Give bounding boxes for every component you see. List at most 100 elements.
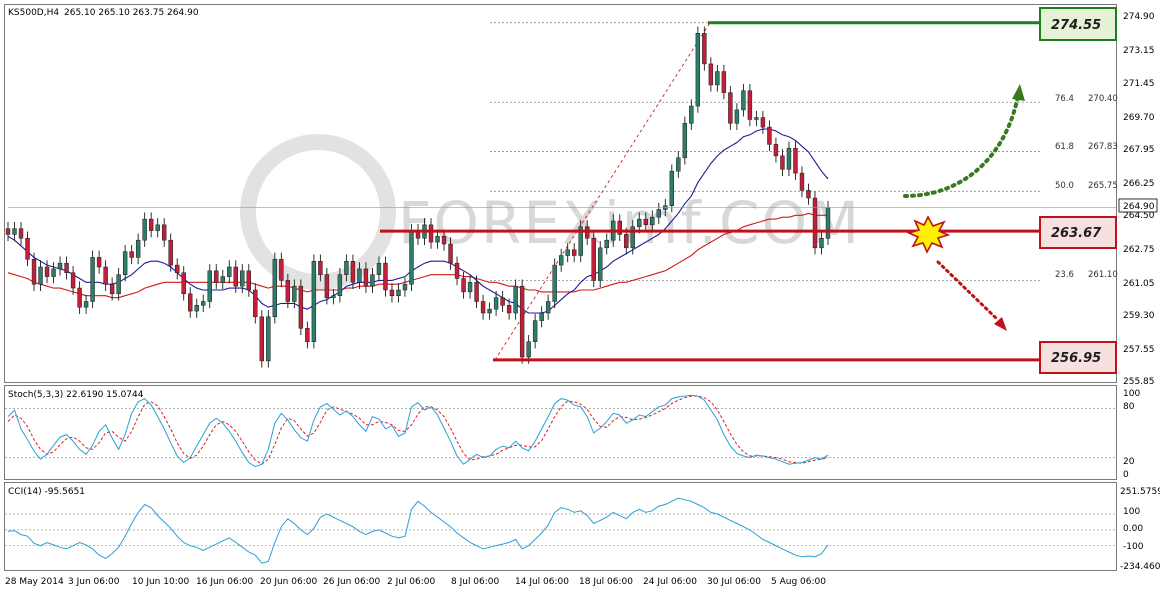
candle-body bbox=[214, 270, 219, 283]
stoch-axis: 100 80 20 0 bbox=[1123, 389, 1140, 480]
candle-body bbox=[370, 274, 375, 287]
candle-body bbox=[233, 266, 238, 287]
down-arrow-path bbox=[936, 260, 1000, 322]
time-tick: 30 Jul 06:00 bbox=[707, 577, 761, 587]
support-box bbox=[1039, 341, 1117, 374]
candle-body bbox=[532, 320, 538, 342]
time-tick: 3 Jun 06:00 bbox=[68, 577, 120, 587]
candle-body bbox=[500, 297, 505, 306]
ohlc-label: 265.10 265.10 263.75 264.90 bbox=[64, 8, 199, 18]
candle-body bbox=[135, 239, 141, 258]
candle-body bbox=[155, 224, 160, 231]
candle-body bbox=[246, 270, 251, 291]
candle-body bbox=[656, 209, 661, 218]
candle-body bbox=[220, 276, 225, 283]
candle-body bbox=[70, 272, 76, 289]
candle-body bbox=[383, 262, 388, 291]
candle-body bbox=[747, 90, 753, 120]
candle-body bbox=[819, 238, 824, 249]
candle-body bbox=[526, 341, 531, 358]
candle-body bbox=[578, 226, 583, 256]
candle-body bbox=[754, 117, 759, 120]
explosion-icon bbox=[906, 215, 951, 254]
main-panel-frame bbox=[4, 4, 1117, 383]
fib-ratio: 76.4 bbox=[1055, 94, 1074, 104]
candle-body bbox=[682, 123, 688, 159]
candle-body bbox=[637, 218, 642, 228]
candle-body bbox=[350, 260, 356, 283]
fib-labels: 76.4 270.40 61.8 267.83 50.0 265.75 23.6… bbox=[1055, 94, 1118, 280]
time-tick: 20 Jun 06:00 bbox=[260, 577, 317, 587]
support-label: 256.95 bbox=[1051, 351, 1101, 366]
fib-price: 261.10 bbox=[1088, 270, 1118, 280]
time-tick: 2 Jul 06:00 bbox=[387, 577, 436, 587]
price-tick: 264.50 bbox=[1123, 211, 1155, 221]
down-arrow-head bbox=[994, 317, 1007, 331]
candle-body bbox=[474, 282, 479, 302]
time-tick: 5 Aug 06:00 bbox=[771, 577, 826, 587]
candle-body bbox=[266, 316, 271, 362]
candle-body bbox=[519, 285, 525, 358]
pivot-level-box: 263.67 bbox=[1039, 216, 1117, 249]
price-tick: 271.45 bbox=[1123, 79, 1155, 89]
candle-body bbox=[409, 230, 414, 285]
candle-body bbox=[786, 147, 792, 170]
candle-body bbox=[38, 266, 43, 285]
stoch-main-line bbox=[7, 394, 829, 468]
stoch-tick: 80 bbox=[1123, 402, 1135, 412]
candle-body bbox=[513, 285, 518, 314]
candle-body bbox=[103, 266, 108, 285]
cci-tick: 251.5759 bbox=[1120, 487, 1160, 497]
candle-body bbox=[545, 301, 551, 314]
candle-body bbox=[5, 228, 11, 235]
cci-axis: 251.5759 100 0.00 -100 -234.4601 bbox=[1120, 487, 1160, 572]
candle-body bbox=[454, 262, 460, 279]
candle-body bbox=[604, 239, 609, 249]
candle-body bbox=[624, 234, 629, 249]
candle-body bbox=[396, 289, 401, 296]
fib-ratio: 50.0 bbox=[1055, 181, 1074, 191]
candle-body bbox=[760, 117, 766, 128]
candle-body bbox=[298, 285, 304, 329]
candle-body bbox=[571, 249, 577, 256]
watermark: FOREXimf.COM bbox=[240, 134, 861, 290]
candle-body bbox=[337, 274, 343, 296]
stoch-tick: 0 bbox=[1123, 470, 1129, 480]
watermark-text: FOREXimf.COM bbox=[398, 189, 861, 257]
candle-body bbox=[18, 228, 24, 239]
price-tick: 261.05 bbox=[1123, 279, 1155, 289]
candle-body bbox=[389, 289, 395, 296]
candle-body bbox=[194, 305, 199, 312]
candle-body bbox=[552, 264, 557, 302]
candle-body bbox=[558, 255, 564, 266]
candle-body bbox=[721, 71, 727, 93]
candle-body bbox=[285, 280, 291, 302]
candle-body bbox=[448, 243, 453, 264]
candle-body bbox=[96, 257, 102, 268]
candle-body bbox=[122, 251, 128, 275]
candle-body bbox=[331, 295, 336, 298]
candle-body bbox=[25, 238, 30, 260]
candle-body bbox=[767, 126, 772, 145]
stoch-label: Stoch(5,3,3) 22.6190 15.0744 bbox=[8, 390, 144, 400]
resistance-level-box: 274.55 bbox=[1039, 7, 1117, 41]
candle-body bbox=[799, 172, 805, 191]
candle-body bbox=[669, 170, 675, 206]
candle-body bbox=[506, 305, 512, 314]
candle-body bbox=[357, 268, 362, 283]
candle-body bbox=[168, 239, 173, 266]
candle-body bbox=[812, 197, 818, 249]
stoch-signal-line bbox=[7, 395, 829, 465]
price-tick: 273.15 bbox=[1123, 46, 1155, 56]
candle-body bbox=[44, 266, 50, 277]
candle-body bbox=[598, 247, 603, 281]
candle-body bbox=[428, 224, 434, 243]
cci-line bbox=[7, 497, 829, 564]
fib-price: 270.40 bbox=[1088, 94, 1118, 104]
candle-body bbox=[493, 297, 499, 310]
cci-tick: -234.4601 bbox=[1120, 562, 1160, 572]
fib-price: 265.75 bbox=[1088, 181, 1118, 191]
symbol-label: KS500D,H4 bbox=[8, 8, 59, 18]
candle-body bbox=[480, 301, 486, 314]
